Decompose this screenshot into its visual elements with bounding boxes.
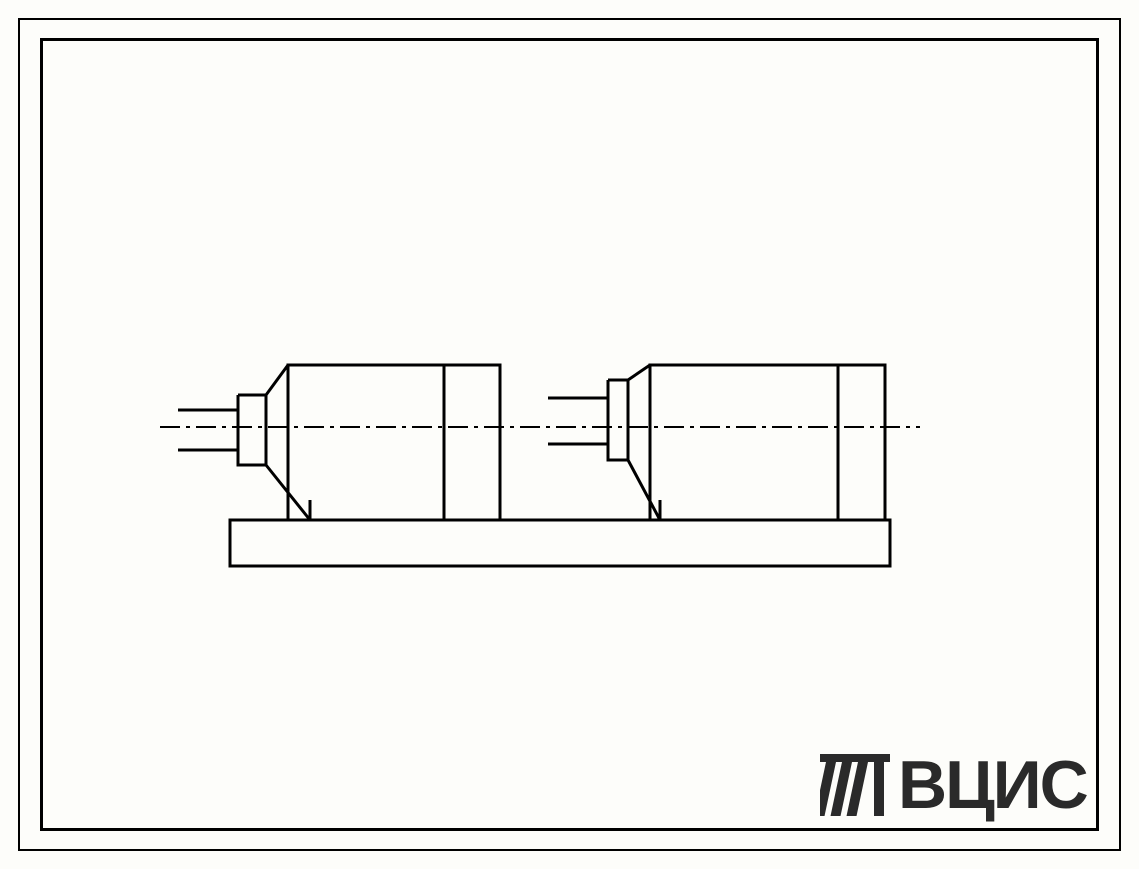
technical-drawing [0,0,1139,869]
logo-icon [820,754,890,816]
logo: ВЦИС [820,746,1087,824]
logo-text: ВЦИС [898,746,1087,824]
